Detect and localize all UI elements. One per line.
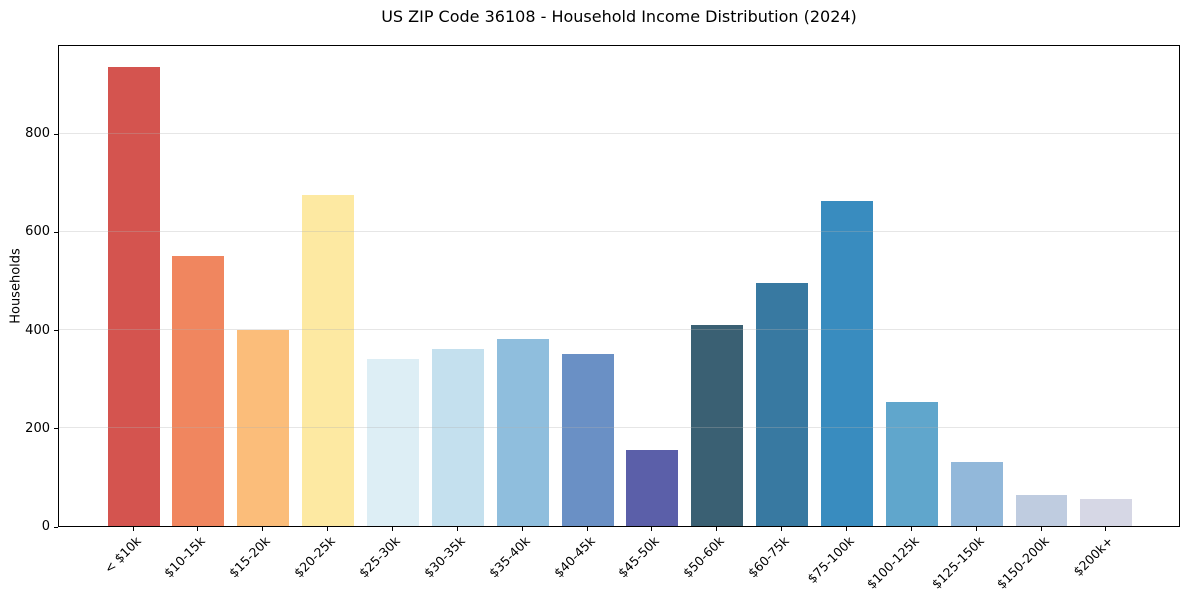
x-tick-label: < $10k <box>100 533 144 577</box>
bar-$200k+ <box>1080 498 1133 526</box>
x-tick-mark <box>197 527 199 531</box>
bar-$10-15k <box>172 256 225 526</box>
y-tick-label: 600 <box>25 224 50 240</box>
y-tick-label: 200 <box>25 420 50 436</box>
y-tick-label: 800 <box>25 126 50 142</box>
bar-$125-150k <box>950 461 1003 526</box>
y-tick-mark <box>54 330 58 332</box>
x-tick-mark <box>392 527 393 531</box>
x-tick-mark <box>781 527 783 531</box>
bar-$40-45k <box>561 354 614 526</box>
x-tick-mark <box>586 527 588 531</box>
x-tick-mark <box>716 527 718 531</box>
x-tick-mark <box>456 527 458 531</box>
y-tick-mark <box>54 428 58 430</box>
x-tick-mark <box>651 527 653 531</box>
y-tick-mark <box>54 526 58 528</box>
x-tick-mark <box>1040 527 1042 531</box>
bar-$30-35k <box>431 349 484 526</box>
x-tick-mark <box>910 527 912 531</box>
bar-$45-50k <box>626 449 679 526</box>
y-tick-label: 0 <box>41 519 50 534</box>
bar-$100-125k <box>885 402 938 526</box>
y-tick-label: 400 <box>25 322 50 338</box>
bar-$50-60k <box>691 324 744 526</box>
bar-$150-200k <box>1015 495 1068 526</box>
y-tick-mark <box>54 231 58 233</box>
bar-$20-25k <box>302 194 355 526</box>
gridline <box>59 231 1179 232</box>
plot-area <box>58 45 1180 527</box>
chart-title: US ZIP Code 36108 - Household Income Dis… <box>381 7 857 26</box>
gridline <box>59 132 1179 134</box>
x-tick-mark <box>845 527 847 531</box>
bar-$60-75k <box>756 283 809 526</box>
bar-< $10k <box>107 67 160 526</box>
x-tick-mark <box>262 527 264 531</box>
y-axis-label: Households <box>8 248 24 324</box>
x-tick-mark <box>132 527 134 531</box>
bar-$75-100k <box>821 201 873 526</box>
y-tick-mark <box>54 133 58 135</box>
x-tick-mark <box>327 527 329 531</box>
x-tick-mark <box>1105 527 1107 531</box>
bar-$25-30k <box>367 359 419 526</box>
gridline <box>59 329 1179 331</box>
gridline <box>59 427 1179 429</box>
x-tick-mark <box>975 527 977 531</box>
bar-$15-20k <box>237 329 290 526</box>
bar-$35-40k <box>496 339 549 526</box>
x-tick-mark <box>521 527 523 531</box>
